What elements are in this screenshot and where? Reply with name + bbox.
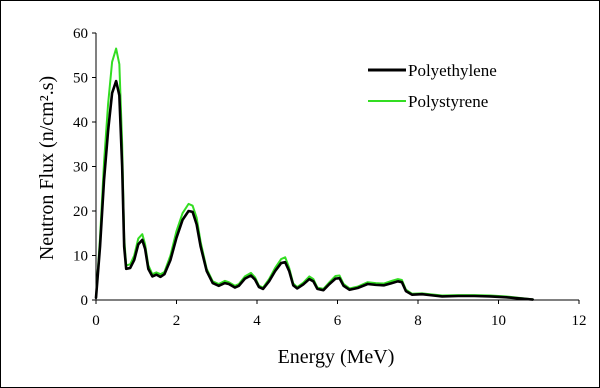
y-tick-label: 20 <box>73 204 88 220</box>
y-axis-title: Neutron Flux (n/cm².s) <box>36 76 58 260</box>
y-tick-label: 50 <box>73 71 88 87</box>
legend: Polyethylene Polystyrene <box>368 61 497 111</box>
legend-label-polystyrene: Polystyrene <box>408 92 488 111</box>
y-tick-label: 40 <box>73 115 88 131</box>
y-tick-label: 0 <box>81 293 89 309</box>
x-tick-label: 0 <box>92 313 100 329</box>
y-tick-label: 30 <box>73 160 88 176</box>
x-tick-label: 6 <box>334 313 342 329</box>
y-tick-label: 10 <box>73 249 88 265</box>
series-layer <box>94 47 535 301</box>
x-axis-ticks: 0 2 4 6 8 10 12 <box>92 300 587 329</box>
series-line-polyethylene <box>94 79 535 301</box>
x-tick-label: 4 <box>253 313 261 329</box>
y-tick-label: 60 <box>73 26 88 42</box>
x-tick-label: 8 <box>414 313 422 329</box>
x-tick-label: 10 <box>491 313 506 329</box>
x-tick-label: 12 <box>572 313 587 329</box>
series-line-polystyrene <box>95 47 534 301</box>
x-tick-label: 2 <box>173 313 181 329</box>
y-axis-ticks: 0 10 20 30 40 50 60 <box>73 26 96 309</box>
legend-label-polyethylene: Polyethylene <box>408 61 497 80</box>
x-axis-title: Energy (MeV) <box>278 346 395 368</box>
